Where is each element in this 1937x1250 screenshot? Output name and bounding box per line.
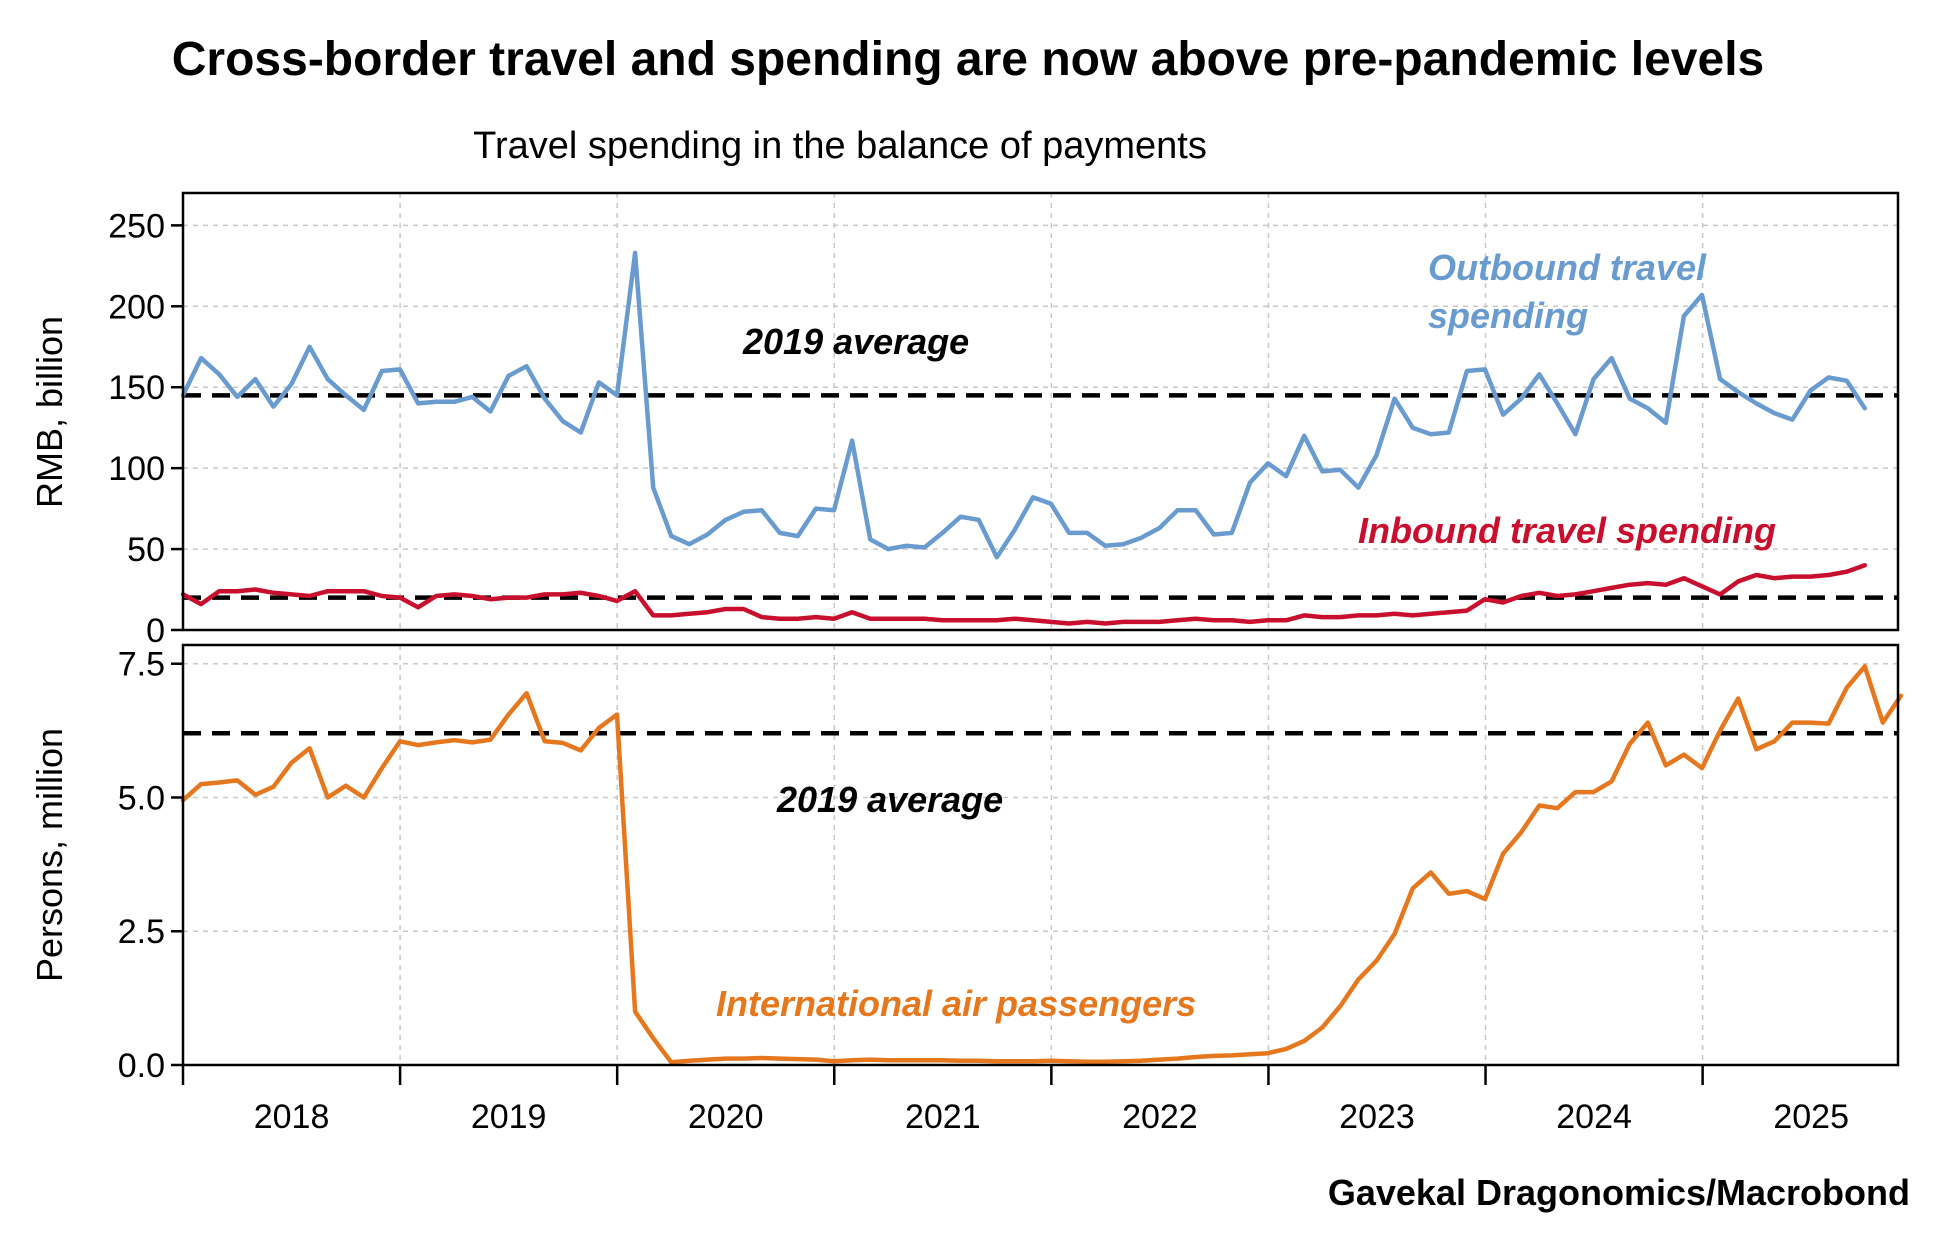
x-tick-label: 2025 (1773, 1098, 1849, 1136)
outbound-series-label-line: spending (1428, 295, 1588, 336)
top-y-tick-label: 0 (146, 612, 165, 650)
bottom-panel: 0.0 2.5 5.0 7.5 Persons, million 2019 avera… (29, 643, 1904, 1085)
bottom-y-tick-label: 7.5 (118, 646, 165, 684)
top-y-tick-label: 200 (108, 288, 165, 326)
chart-title: Cross-border travel and spending are now… (172, 33, 1764, 86)
top-panel-frame (181, 191, 1900, 632)
top-y-tick-label: 150 (108, 369, 165, 407)
bottom-y-tick-label: 5.0 (118, 779, 165, 817)
series-line-inbound-travel-spending (180, 563, 1868, 626)
bottom-y-axis-label: Persons, million (29, 728, 70, 982)
top-panel: 0 50 100 150 200 250 RMB, billion 2019 averag… (29, 191, 1900, 650)
bottom-y-tick-label: 0.0 (118, 1047, 165, 1085)
series-line-international-air-passengers (180, 664, 1904, 1065)
inbound-series-label: Inbound travel spending (1358, 510, 1776, 551)
bottom-y-tick-label: 2.5 (118, 913, 165, 951)
chart-subtitle: Travel spending in the balance of paymen… (473, 125, 1207, 167)
series-line-outbound-travel-spending (180, 250, 1868, 560)
x-tick-label: 2019 (471, 1098, 547, 1136)
top-y-tick-label: 250 (108, 207, 165, 245)
top-y-tick-label: 50 (127, 531, 165, 569)
top-reference-label: 2019 average (742, 321, 969, 362)
x-tick-label: 2018 (254, 1098, 330, 1136)
top-y-axis-label: RMB, billion (29, 316, 70, 508)
bottom-panel-frame (181, 643, 1900, 1067)
x-tick-label: 2023 (1339, 1098, 1415, 1136)
top-y-tick-label: 100 (108, 450, 165, 488)
x-tick-label: 2022 (1122, 1098, 1198, 1136)
x-tick-label: 2024 (1556, 1098, 1632, 1136)
outbound-series-label-line: Outbound travel (1428, 247, 1707, 288)
source-credit: Gavekal Dragonomics/Macrobond (1328, 1172, 1910, 1213)
x-tick-label: 2021 (905, 1098, 981, 1136)
x-tick-label: 2020 (688, 1098, 764, 1136)
bottom-reference-label: 2019 average (776, 779, 1003, 820)
x-axis: 2018 2019 2020 2021 2022 2023 2024 2025 (181, 1065, 1849, 1136)
passengers-series-label: International air passengers (716, 983, 1196, 1024)
outbound-series-label: Outbound travel spending (1428, 247, 1707, 336)
